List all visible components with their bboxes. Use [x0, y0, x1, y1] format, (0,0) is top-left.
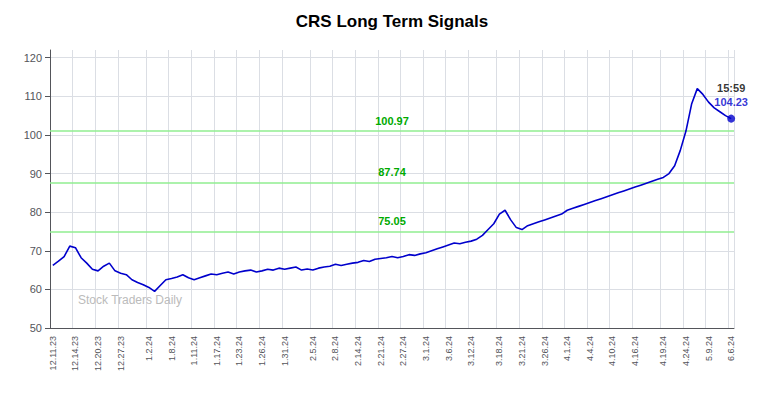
svg-text:Stock Traders Daily: Stock Traders Daily [78, 293, 182, 307]
svg-text:6.6.24: 6.6.24 [726, 336, 736, 361]
svg-text:1.31.24: 1.31.24 [280, 336, 290, 366]
svg-text:90: 90 [30, 168, 42, 180]
svg-text:1.11.24: 1.11.24 [189, 336, 199, 365]
svg-text:75.05: 75.05 [378, 215, 406, 227]
svg-text:3.12.24: 3.12.24 [466, 336, 476, 366]
svg-text:12.11.23: 12.11.23 [48, 336, 58, 370]
svg-text:4.4.24: 4.4.24 [585, 336, 595, 361]
svg-text:50: 50 [30, 322, 42, 334]
svg-text:12.14.23: 12.14.23 [70, 336, 80, 371]
svg-text:5.9.24: 5.9.24 [704, 336, 714, 361]
svg-text:3.21.24: 3.21.24 [517, 336, 527, 366]
svg-text:2.14.24: 2.14.24 [353, 336, 363, 366]
svg-text:4.19.24: 4.19.24 [658, 336, 668, 366]
svg-text:104.23: 104.23 [714, 96, 748, 108]
svg-text:2.27.24: 2.27.24 [398, 336, 408, 366]
svg-text:2.5.24: 2.5.24 [308, 336, 318, 361]
svg-text:4.10.24: 4.10.24 [607, 336, 617, 366]
svg-text:60: 60 [30, 283, 42, 295]
svg-text:1.2.24: 1.2.24 [144, 336, 154, 361]
svg-text:110: 110 [24, 90, 42, 102]
svg-text:4.1.24: 4.1.24 [562, 336, 572, 361]
svg-text:1.23.24: 1.23.24 [234, 336, 244, 366]
svg-text:4.24.24: 4.24.24 [681, 336, 691, 366]
svg-text:12.27.23: 12.27.23 [116, 336, 126, 371]
svg-text:1.26.24: 1.26.24 [257, 336, 267, 366]
svg-text:100: 100 [24, 129, 42, 141]
svg-text:70: 70 [30, 245, 42, 257]
svg-text:3.26.24: 3.26.24 [540, 336, 550, 366]
svg-text:100.97: 100.97 [375, 115, 409, 127]
svg-text:120: 120 [24, 52, 42, 64]
svg-text:15:59: 15:59 [717, 82, 745, 94]
svg-text:3.18.24: 3.18.24 [494, 336, 504, 366]
svg-text:4.16.24: 4.16.24 [630, 336, 640, 366]
svg-text:80: 80 [30, 206, 42, 218]
svg-text:2.21.24: 2.21.24 [376, 336, 386, 366]
svg-text:1.8.24: 1.8.24 [167, 336, 177, 361]
svg-text:3.1.24: 3.1.24 [421, 336, 431, 361]
svg-text:12.20.23: 12.20.23 [93, 336, 103, 371]
svg-text:87.74: 87.74 [378, 166, 406, 178]
svg-text:2.8.24: 2.8.24 [330, 336, 340, 361]
svg-text:3.6.24: 3.6.24 [444, 336, 454, 361]
svg-text:1.17.24: 1.17.24 [212, 336, 222, 366]
svg-text:CRS Long Term Signals: CRS Long Term Signals [296, 12, 488, 31]
